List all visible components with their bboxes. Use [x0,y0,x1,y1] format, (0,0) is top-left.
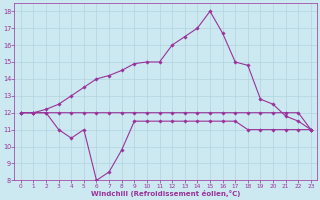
X-axis label: Windchill (Refroidissement éolien,°C): Windchill (Refroidissement éolien,°C) [91,190,241,197]
